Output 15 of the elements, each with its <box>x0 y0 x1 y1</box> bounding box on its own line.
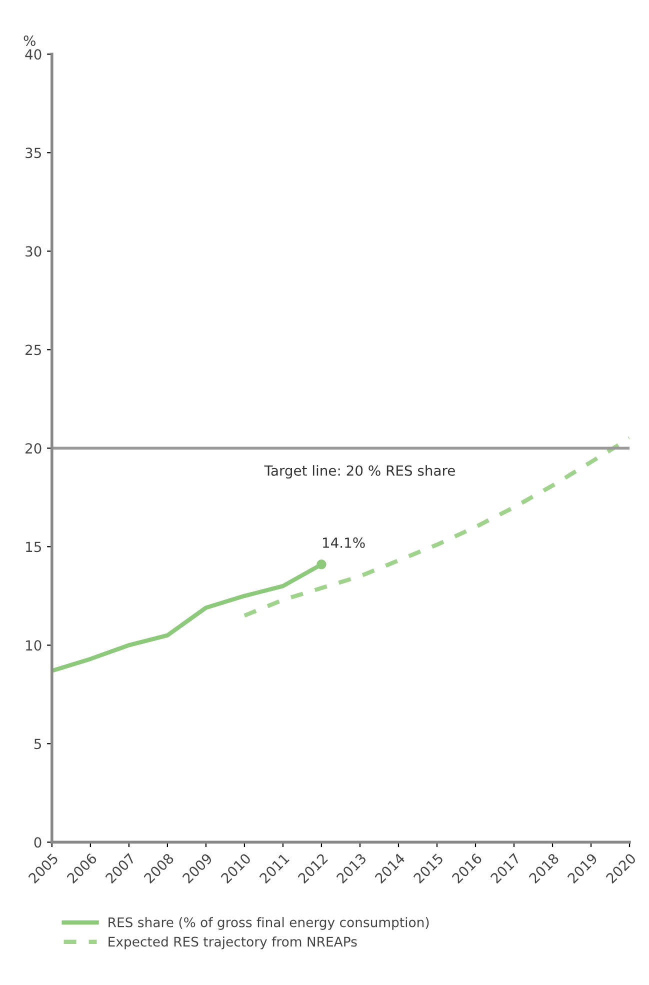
y-tick-label: 5 <box>34 738 41 750</box>
legend-label: Expected RES trajectory from NREAPs <box>108 936 357 950</box>
y-tick-label: 40 <box>25 49 42 60</box>
y-tick-label: 30 <box>26 246 42 257</box>
annotation: 14.1% <box>322 537 365 548</box>
legend-label: RES share (% of gross final energy consumption) <box>108 917 429 930</box>
ref-line-label: Target line: 20 % RES share <box>264 465 455 479</box>
line-series <box>242 436 630 618</box>
y-tick-label: 15 <box>26 542 41 552</box>
y-tick-label: 25 <box>26 344 41 356</box>
y-tick-label: 0 <box>34 837 42 848</box>
y-tick-label: 20 <box>26 443 42 454</box>
y-tick-label: 35 <box>26 148 41 158</box>
y-axis-title: % <box>24 36 36 46</box>
y-tick-label: 10 <box>26 640 42 651</box>
